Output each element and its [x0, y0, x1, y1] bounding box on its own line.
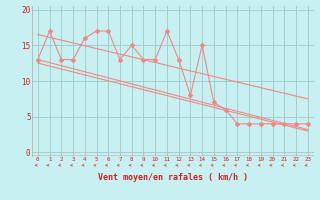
X-axis label: Vent moyen/en rafales ( km/h ): Vent moyen/en rafales ( km/h ): [98, 174, 248, 182]
